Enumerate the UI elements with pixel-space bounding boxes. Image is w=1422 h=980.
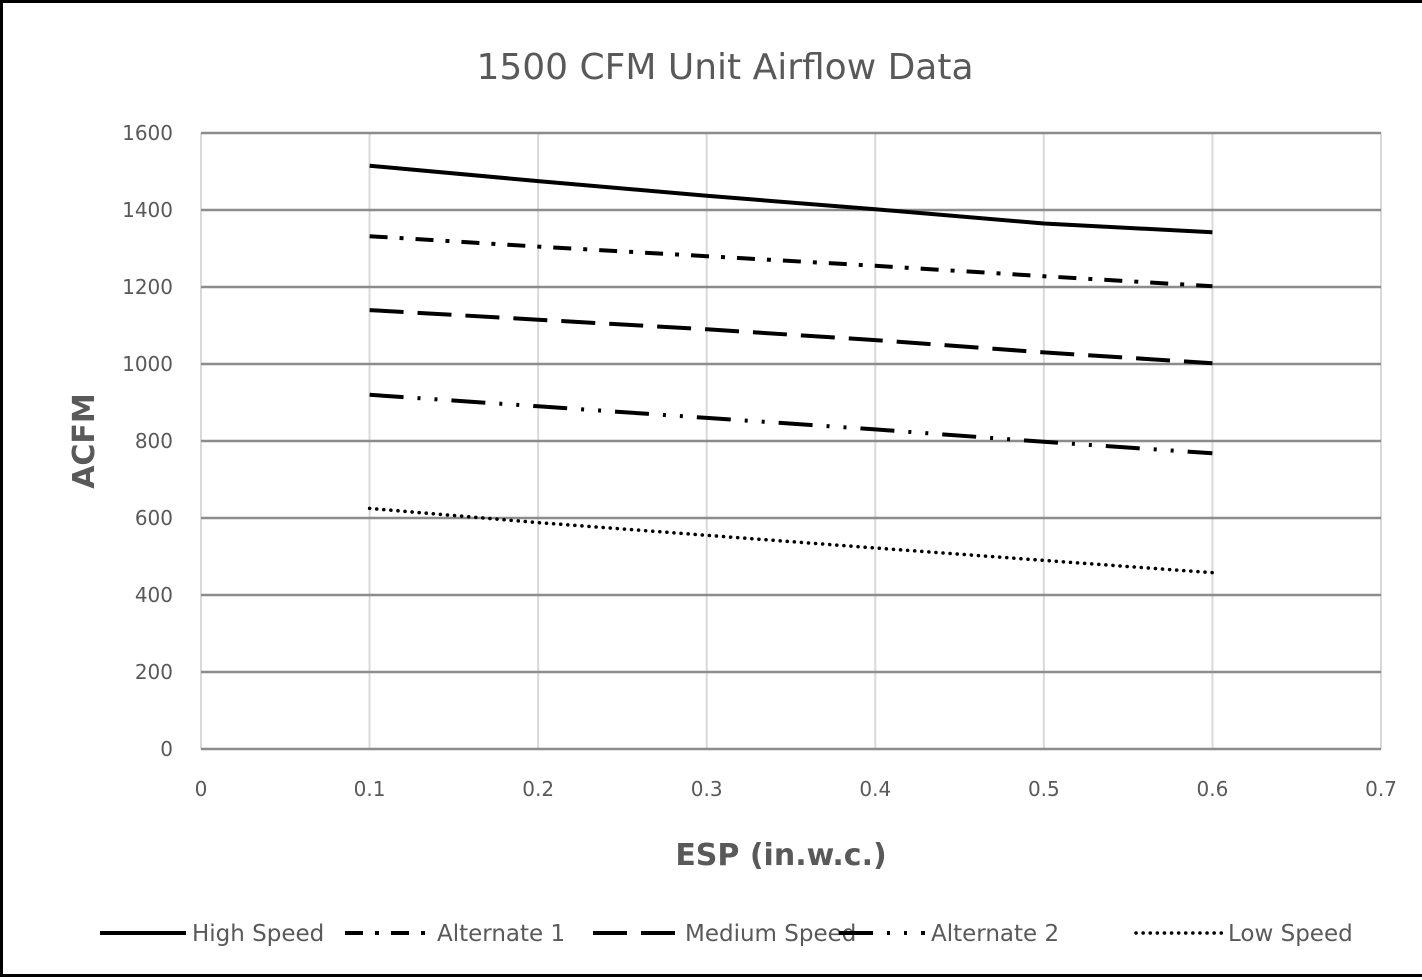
legend-label: Medium Speed	[685, 921, 856, 947]
x-tick-label: 0	[195, 777, 208, 801]
series-line-alternate-2	[369, 392, 1213, 456]
x-tick-label: 0.7	[1365, 777, 1397, 801]
y-tick-label: 400	[135, 583, 173, 607]
legend-label: Low Speed	[1228, 921, 1353, 947]
y-tick-label: 1200	[122, 275, 173, 299]
y-tick-label: 0	[160, 737, 173, 761]
tick-labels: 0 0.1 0.2 0.3 0.4 0.5 0.6 0.7 0 200 400 600 800 1000 1…	[122, 121, 1397, 801]
legend-label: Alternate 1	[437, 921, 565, 947]
x-tick-label: 0.5	[1028, 777, 1060, 801]
legend-label: High Speed	[192, 921, 324, 947]
legend: High Speed Alternate 1 Medium Speed Alterna…	[100, 921, 1353, 947]
x-axis-title: ESP (in.w.c.)	[675, 838, 886, 873]
x-tick-label: 0.4	[859, 777, 891, 801]
y-tick-label: 800	[135, 429, 173, 453]
x-tick-label: 0.1	[354, 777, 386, 801]
x-tick-label: 0.3	[691, 777, 723, 801]
y-tick-label: 1000	[122, 352, 173, 376]
grid-lines	[200, 131, 1382, 751]
x-tick-label: 0.6	[1197, 777, 1229, 801]
y-tick-label: 600	[135, 506, 173, 530]
y-axis-title: ACFM	[67, 393, 102, 489]
legend-label: Alternate 2	[931, 921, 1059, 947]
series-line-alternate-1	[369, 234, 1213, 289]
y-tick-label: 1600	[122, 121, 173, 145]
series-line-low-speed	[367, 506, 1215, 575]
series-lines	[367, 163, 1215, 575]
chart-svg: 0 0.1 0.2 0.3 0.4 0.5 0.6 0.7 0 200 400 600 800 1000 1…	[67, 47, 1397, 947]
chart-title: 1500 CFM Unit Airflow Data	[476, 47, 973, 88]
series-line-high-speed	[369, 163, 1213, 235]
series-line-medium-speed	[369, 308, 1213, 366]
x-tick-label: 0.2	[522, 777, 554, 801]
y-tick-label: 1400	[122, 198, 173, 222]
y-tick-label: 200	[135, 660, 173, 684]
